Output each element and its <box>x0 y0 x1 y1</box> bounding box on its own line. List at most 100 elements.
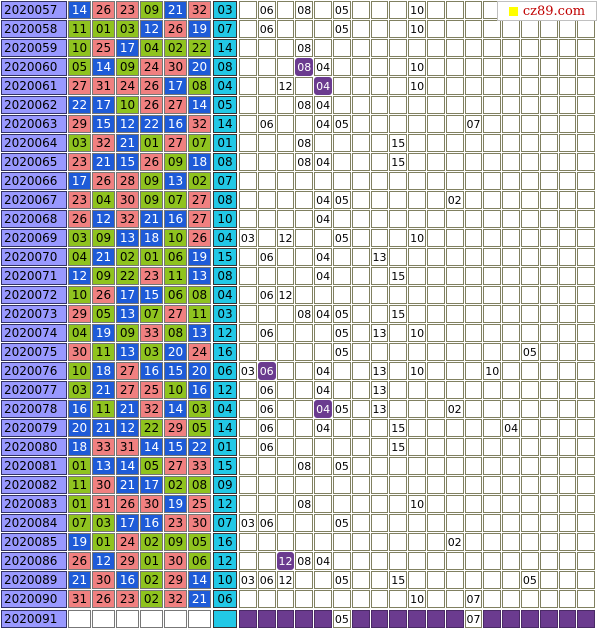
trend-empty-cell <box>389 495 408 513</box>
trend-empty-cell <box>521 476 539 494</box>
trend-hit: 08 <box>295 552 314 570</box>
trend-empty-cell <box>483 134 502 152</box>
red-ball-number: 31 <box>68 590 91 608</box>
trend-empty-cell <box>558 590 577 608</box>
trend-empty-cell <box>370 514 389 532</box>
trend-empty-cell <box>333 419 351 437</box>
red-ball-number: 01 <box>92 20 115 38</box>
trend-empty-cell <box>577 58 596 76</box>
trend-hit: 15 <box>389 419 408 437</box>
trend-empty-cell <box>464 362 483 380</box>
red-ball-number: 32 <box>188 1 211 19</box>
trend-empty-cell <box>370 20 389 38</box>
blue-ball-number: 14 <box>213 115 237 133</box>
trend-empty-cell <box>427 438 445 456</box>
trend-hit: 03 <box>239 362 257 380</box>
red-ball-number: 13 <box>188 267 211 285</box>
trend-empty-cell <box>351 552 370 570</box>
trend-empty-cell <box>295 610 314 628</box>
trend-empty-cell <box>539 153 558 171</box>
blue-ball-number: 04 <box>213 286 237 304</box>
trend-empty-cell <box>276 1 295 19</box>
issue-number: 2020086 <box>1 552 67 570</box>
trend-empty-cell <box>464 305 483 323</box>
trend-empty-cell <box>558 77 577 95</box>
trend-empty-cell <box>558 191 577 209</box>
trend-empty-cell <box>502 571 520 589</box>
trend-empty-cell <box>370 172 389 190</box>
trend-hit: 05 <box>333 457 351 475</box>
site-badge[interactable]: cz89.com <box>497 1 597 21</box>
trend-empty-cell <box>370 286 389 304</box>
trend-empty-cell <box>577 305 596 323</box>
trend-hit: 07 <box>464 590 483 608</box>
trend-hit: 15 <box>389 153 408 171</box>
red-ball-number: 14 <box>164 400 187 418</box>
red-ball-number: 27 <box>164 305 187 323</box>
trend-hit: 05 <box>521 571 539 589</box>
trend-empty-cell <box>276 96 295 114</box>
red-ball-number: 10 <box>164 229 187 247</box>
red-ball-number: 26 <box>116 495 139 513</box>
trend-empty-cell <box>558 514 577 532</box>
trend-empty-cell <box>464 533 483 551</box>
trend-empty-cell <box>558 248 577 266</box>
trend-empty-cell <box>577 343 596 361</box>
red-ball-number: 27 <box>116 381 139 399</box>
trend-empty-cell <box>521 457 539 475</box>
trend-empty-cell <box>577 610 596 628</box>
issue-number: 2020090 <box>1 590 67 608</box>
red-ball-number: 21 <box>92 248 115 266</box>
trend-empty-cell <box>370 476 389 494</box>
trend-empty-cell <box>445 229 464 247</box>
trend-empty-cell <box>502 96 520 114</box>
trend-hit: 05 <box>333 514 351 532</box>
trend-empty-cell <box>370 134 389 152</box>
trend-empty-cell <box>464 324 483 342</box>
trend-empty-cell <box>239 324 257 342</box>
trend-hit: 04 <box>314 381 332 399</box>
trend-empty-cell <box>521 172 539 190</box>
trend-empty-cell <box>351 1 370 19</box>
trend-empty-cell <box>577 20 596 38</box>
trend-hit: 06 <box>257 115 276 133</box>
red-ball-number: 33 <box>188 457 211 475</box>
trend-hit: 08 <box>295 58 314 76</box>
trend-empty-cell <box>239 343 257 361</box>
trend-hit: 06 <box>257 381 276 399</box>
trend-empty-cell <box>445 20 464 38</box>
trend-empty-cell <box>577 153 596 171</box>
trend-empty-cell <box>445 286 464 304</box>
trend-hit: 05 <box>333 400 351 418</box>
trend-empty-cell <box>239 305 257 323</box>
trend-empty-cell <box>521 58 539 76</box>
red-ball-number: 32 <box>116 210 139 228</box>
trend-empty-cell <box>521 400 539 418</box>
red-ball-number: 16 <box>68 400 91 418</box>
trend-empty-cell <box>276 191 295 209</box>
issue-number: 2020060 <box>1 58 67 76</box>
red-ball-number: 21 <box>164 1 187 19</box>
red-ball-number: 12 <box>92 210 115 228</box>
red-ball-number: 27 <box>164 457 187 475</box>
trend-empty-cell <box>408 552 426 570</box>
trend-empty-cell <box>427 476 445 494</box>
trend-empty-cell <box>389 324 408 342</box>
issue-number: 2020072 <box>1 286 67 304</box>
trend-hit: 15 <box>389 571 408 589</box>
trend-empty-cell <box>389 362 408 380</box>
blue-ball-number: 15 <box>213 248 237 266</box>
trend-empty-cell <box>445 172 464 190</box>
trend-empty-cell <box>370 1 389 19</box>
trend-empty-cell <box>521 533 539 551</box>
red-ball-number: 26 <box>140 153 163 171</box>
trend-empty-cell <box>239 400 257 418</box>
red-ball-number: 17 <box>140 476 163 494</box>
trend-empty-cell <box>521 610 539 628</box>
trend-empty-cell <box>239 495 257 513</box>
trend-empty-cell <box>577 552 596 570</box>
trend-empty-cell <box>464 514 483 532</box>
trend-empty-cell <box>295 324 314 342</box>
trend-hit: 06 <box>257 1 276 19</box>
trend-hit: 15 <box>389 438 408 456</box>
